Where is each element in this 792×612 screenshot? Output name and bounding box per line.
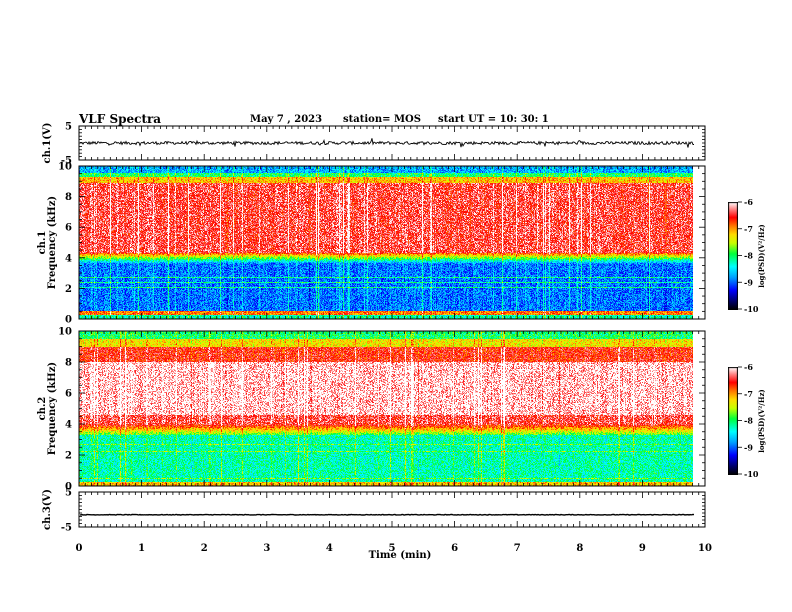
y-axis-label: ch.1(V) (42, 122, 53, 163)
ch2-colorbar (728, 367, 738, 475)
colorbar-tick-label: -7 (744, 389, 753, 399)
y-tick-label: -5 (61, 156, 72, 167)
x-tick-label: 6 (451, 543, 458, 554)
panel-frame-2 (78, 165, 706, 320)
y-tick-label: 2 (65, 284, 72, 295)
x-tick-label: 2 (201, 543, 208, 554)
y-tick-label: 6 (65, 223, 72, 234)
y-tick-label: 8 (65, 358, 72, 369)
colorbar-tick-label: -10 (744, 469, 759, 479)
y-tick-label: 0 (65, 315, 72, 326)
x-tick-label: 1 (138, 543, 145, 554)
y-axis-label: ch.1 (37, 231, 48, 255)
y-tick-label: 8 (65, 192, 72, 203)
colorbar-tick-label: -8 (744, 416, 753, 426)
x-tick-label: 8 (576, 543, 583, 554)
panel-frame-3 (78, 330, 706, 487)
y-tick-label: 10 (58, 162, 72, 173)
colorbar-tick-label: -9 (744, 277, 753, 287)
x-tick-label: 7 (514, 543, 521, 554)
y-axis-label: Frequency (kHz) (47, 196, 58, 289)
x-tick-label: 5 (389, 543, 396, 554)
y-axis-label: Frequency (kHz) (47, 362, 58, 455)
colorbar-label: log(PSD)(V²/Hz) (757, 389, 766, 453)
ch3-trace (79, 513, 695, 516)
x-tick-label: 10 (698, 543, 712, 554)
colorbar-tick-label: -7 (744, 224, 753, 234)
ch2-spectrogram-image (79, 331, 693, 486)
y-tick-label: 4 (65, 253, 72, 264)
x-axis-label: Time (min) (369, 550, 432, 561)
y-tick-label: 2 (65, 451, 72, 462)
station-label: station= MOS (343, 114, 421, 125)
start-time-label: start UT = 10: 30: 1 (438, 114, 549, 125)
ch1-colorbar (728, 202, 738, 310)
colorbar-label: log(PSD)(V²/Hz) (757, 224, 766, 288)
colorbar-tick-label: -10 (744, 304, 759, 314)
chart-title: VLF Spectra (79, 112, 162, 126)
x-tick-label: 9 (639, 543, 646, 554)
y-axis-label: ch.2 (37, 397, 48, 421)
x-tick-label: 0 (76, 543, 83, 554)
y-tick-label: 0 (65, 482, 72, 493)
colorbar-tick-label: -8 (744, 251, 753, 261)
y-tick-label: 5 (65, 122, 72, 133)
x-tick-label: 3 (263, 543, 270, 554)
y-tick-label: -5 (61, 523, 72, 534)
y-tick-label: 5 (65, 488, 72, 499)
y-tick-label: 4 (65, 420, 72, 431)
ch1-spectrogram-image (79, 166, 693, 319)
colorbar-tick-label: -6 (744, 197, 753, 207)
colorbar-tick-label: -9 (744, 442, 753, 452)
colorbar-tick-label: -6 (744, 362, 753, 372)
y-axis-label: ch.3(V) (42, 489, 53, 530)
y-tick-label: 10 (58, 327, 72, 338)
date-label: May 7 , 2023 (250, 114, 323, 125)
x-tick-label: 4 (326, 543, 333, 554)
y-tick-label: 6 (65, 389, 72, 400)
ch1-trace (79, 138, 694, 148)
